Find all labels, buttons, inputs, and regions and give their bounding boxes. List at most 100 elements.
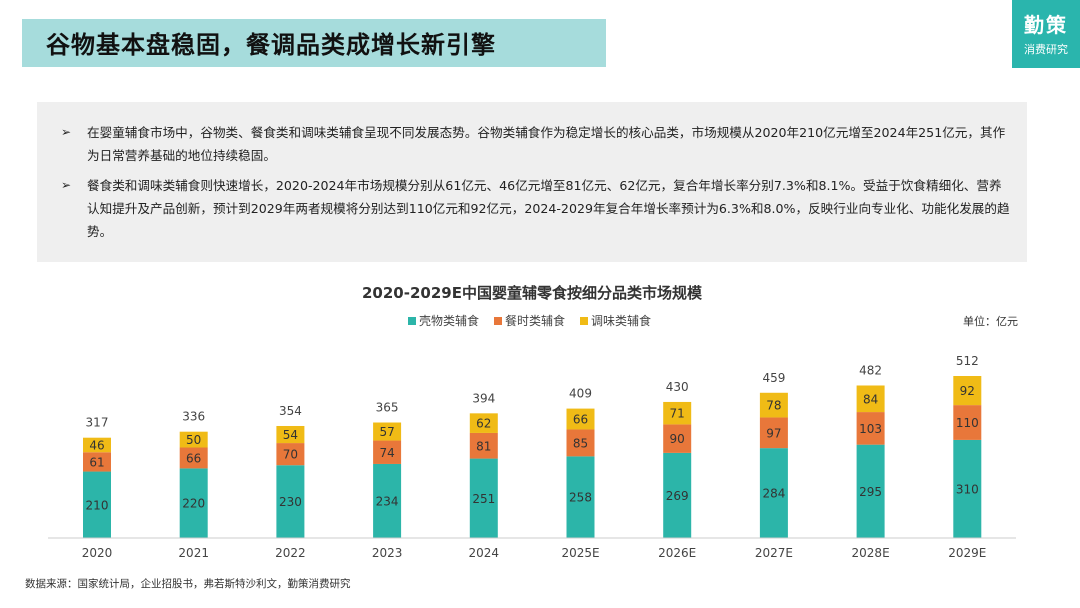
- stacked-bar-chart: 2020-2029E中国婴童辅零食按细分品类市场规模 单位：亿元 壳物类辅食 餐时…: [48, 284, 1018, 560]
- bar-segment: [759, 448, 788, 538]
- summary-bullet-2: ➢ 餐食类和调味类辅食则快速增长，2020-2024年市场规模分别从61亿元、4…: [61, 174, 1011, 243]
- data-label: 234: [376, 494, 399, 508]
- total-label: 512: [956, 354, 979, 368]
- page-title: 谷物基本盘稳固，餐调品类成增长新引擎: [46, 31, 496, 59]
- x-tick-label: 2020: [82, 546, 113, 560]
- bar-segment: [566, 429, 595, 457]
- data-label: 81: [476, 439, 491, 453]
- bar-segment: [469, 432, 498, 459]
- data-label: 220: [182, 497, 205, 511]
- bar-segment: [856, 385, 885, 413]
- total-label: 365: [376, 401, 399, 415]
- chart-legend: 壳物类辅食 餐时类辅食 调味类辅食: [408, 313, 651, 328]
- summary-bullet-1: ➢ 在婴童辅食市场中，谷物类、餐食类和调味类辅食呈现不同发展态势。谷物类辅食作为…: [61, 121, 1011, 167]
- legend-label: 调味类辅食: [591, 313, 651, 328]
- data-label: 74: [379, 446, 394, 460]
- data-source-note: 数据来源：国家统计局，企业招股书，弗若斯特沙利文，勤策消费研究: [25, 578, 351, 590]
- logo-main-text: 勤策: [1024, 13, 1068, 37]
- bar-segment: [83, 471, 111, 538]
- total-label: 336: [182, 410, 205, 424]
- data-label: 84: [863, 392, 878, 406]
- x-tick-label: 2028E: [852, 546, 890, 560]
- bar-segment: [276, 465, 305, 538]
- bar-segment: [953, 405, 982, 440]
- bar-segment: [276, 425, 305, 444]
- bar-segment: [663, 452, 692, 538]
- x-tick-label: 2026E: [658, 546, 696, 560]
- chart-unit-label: 单位：亿元: [963, 314, 1018, 328]
- total-label: 482: [859, 363, 882, 377]
- summary-bullet-text: 餐食类和调味类辅食则快速增长，2020-2024年市场规模分别从61亿元、46亿…: [87, 178, 1010, 239]
- legend-swatch: [494, 317, 502, 325]
- chart-bars: 210 61 46 317 220 66 50 336 230 70 54 354 234 74 57 365…: [83, 354, 982, 538]
- x-tick-label: 2024: [469, 546, 500, 560]
- bar-segment: [663, 401, 692, 425]
- data-label: 258: [569, 491, 592, 505]
- brand-logo: 勤策 消费研究: [1012, 0, 1080, 68]
- x-tick-label: 2023: [372, 546, 403, 560]
- data-label: 295: [859, 485, 882, 499]
- bar-segment: [856, 412, 885, 445]
- total-label: 459: [762, 371, 785, 385]
- data-label: 66: [186, 451, 201, 465]
- data-label: 62: [476, 417, 491, 431]
- total-label: 354: [279, 404, 302, 418]
- data-label: 50: [186, 433, 201, 447]
- logo-sub-text: 消费研究: [1024, 43, 1068, 56]
- data-label: 284: [762, 487, 785, 501]
- bar-segment: [953, 376, 982, 406]
- x-axis-labels: 2020 2021 2022 2023 2024 2025E 2026E 2027E 2028E…: [82, 546, 987, 560]
- x-tick-label: 2027E: [755, 546, 793, 560]
- data-label: 230: [279, 495, 302, 509]
- data-label: 71: [670, 407, 685, 421]
- summary-bullet-text: 在婴童辅食市场中，谷物类、餐食类和调味类辅食呈现不同发展态势。谷物类辅食作为稳定…: [87, 125, 1006, 163]
- bar-segment: [276, 443, 305, 466]
- legend-label: 壳物类辅食: [419, 313, 479, 328]
- total-label: 430: [666, 380, 689, 394]
- data-label: 97: [766, 426, 781, 440]
- data-label: 57: [379, 425, 394, 439]
- data-label: 310: [956, 482, 979, 496]
- legend-swatch: [580, 317, 588, 325]
- bullet-arrow-icon: ➢: [61, 178, 72, 192]
- x-tick-label: 2021: [178, 546, 209, 560]
- bar-segment: [373, 440, 402, 464]
- bar-segment: [856, 444, 885, 538]
- bar-segment: [179, 468, 208, 538]
- total-label: 394: [472, 391, 495, 405]
- bar-segment: [83, 437, 111, 453]
- bar-segment: [469, 458, 498, 538]
- bar-segment: [759, 392, 788, 418]
- data-label: 54: [283, 428, 298, 442]
- data-label: 46: [89, 438, 104, 452]
- title-bar: 谷物基本盘稳固，餐调品类成增长新引擎: [22, 19, 606, 67]
- bar-segment: [469, 413, 498, 433]
- summary-box: ➢ 在婴童辅食市场中，谷物类、餐食类和调味类辅食呈现不同发展态势。谷物类辅食作为…: [37, 102, 1027, 262]
- x-tick-label: 2025E: [561, 546, 599, 560]
- data-label: 92: [960, 384, 975, 398]
- bar-segment: [179, 447, 208, 469]
- bar-segment: [663, 424, 692, 453]
- data-label: 90: [670, 432, 685, 446]
- data-label: 103: [859, 422, 882, 436]
- data-label: 61: [89, 455, 104, 469]
- x-tick-label: 2022: [275, 546, 306, 560]
- bar-segment: [373, 463, 402, 538]
- total-label: 317: [86, 416, 109, 430]
- bar-segment: [953, 439, 982, 538]
- data-label: 269: [666, 489, 689, 503]
- x-tick-label: 2029E: [948, 546, 986, 560]
- bar-segment: [83, 452, 111, 472]
- data-label: 210: [86, 498, 109, 512]
- data-label: 110: [956, 416, 979, 430]
- data-label: 70: [283, 448, 298, 462]
- data-label: 66: [573, 413, 588, 427]
- data-label: 251: [472, 492, 495, 506]
- total-label: 409: [569, 387, 592, 401]
- bar-segment: [373, 422, 402, 441]
- bar-segment: [566, 456, 595, 538]
- bullet-arrow-icon: ➢: [61, 125, 72, 139]
- data-label: 85: [573, 436, 588, 450]
- data-label: 78: [766, 399, 781, 413]
- chart-title: 2020-2029E中国婴童辅零食按细分品类市场规模: [362, 284, 703, 302]
